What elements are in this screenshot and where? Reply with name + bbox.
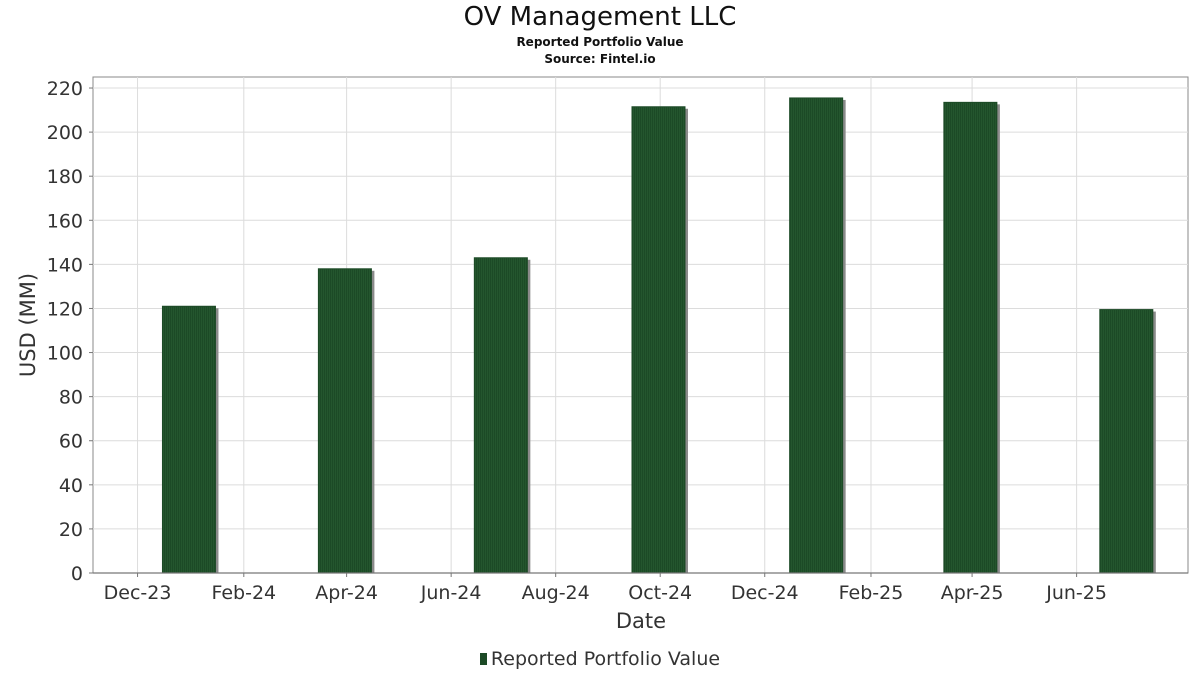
y-tick-label: 220	[47, 78, 83, 100]
x-tick-label: Feb-24	[211, 582, 276, 604]
x-tick-label: Jun-25	[1045, 582, 1107, 604]
x-tick-label: Jun-24	[420, 582, 482, 604]
bar-body	[1099, 309, 1154, 574]
y-tick-label: 80	[59, 387, 83, 409]
y-tick-label: 100	[47, 343, 83, 365]
x-axis-label: Date	[616, 609, 666, 633]
bar	[631, 106, 688, 574]
y-axis-label: USD (MM)	[16, 273, 40, 377]
bar	[1099, 309, 1156, 574]
x-tick-label: Feb-25	[839, 582, 904, 604]
bar	[161, 305, 219, 574]
y-tick-label: 40	[59, 475, 83, 497]
bar	[943, 101, 1000, 574]
bar-body	[943, 101, 998, 574]
y-tick-label: 140	[47, 254, 83, 276]
y-tick-label: 160	[47, 210, 83, 232]
chart-subtitle: Reported Portfolio Value	[516, 35, 684, 49]
x-tick-label: Dec-24	[731, 582, 799, 604]
legend: Reported Portfolio Value	[0, 648, 1200, 670]
bar-body	[789, 97, 844, 574]
bar	[789, 97, 846, 574]
bar-body	[317, 268, 372, 574]
y-tick-label: 200	[47, 122, 83, 144]
legend-label: Reported Portfolio Value	[490, 648, 721, 670]
y-tick-label: 20	[59, 519, 83, 541]
x-tick-label: Apr-24	[315, 582, 378, 604]
chart-source: Source: Fintel.io	[544, 52, 656, 66]
bar-body	[161, 305, 216, 574]
bar	[473, 257, 531, 574]
x-tick-label: Oct-24	[628, 582, 692, 604]
y-tick-label: 60	[59, 431, 83, 453]
y-tick-label: 120	[47, 298, 83, 320]
bar-body	[473, 257, 528, 574]
legend-swatch	[479, 653, 487, 665]
y-tick-label: 0	[71, 563, 83, 585]
bar-body	[631, 106, 686, 574]
x-tick-label: Dec-23	[104, 582, 172, 604]
bar	[317, 268, 375, 574]
chart-title: OV Management LLC	[463, 2, 737, 32]
x-tick-label: Aug-24	[522, 582, 590, 604]
y-tick-label: 180	[47, 166, 83, 188]
x-tick-label: Apr-25	[941, 582, 1004, 604]
